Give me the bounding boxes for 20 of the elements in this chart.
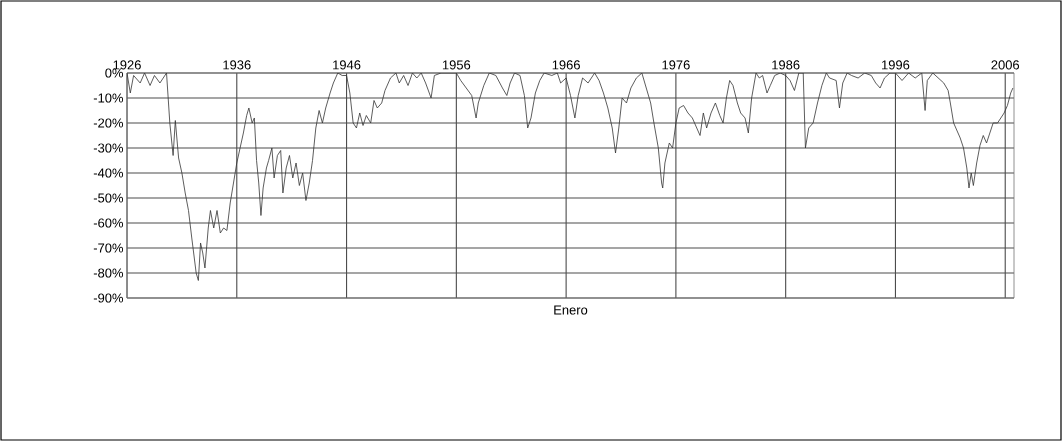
x-tick-label: 1986 [772, 60, 800, 70]
y-tick-label: -60% [93, 218, 124, 228]
y-tick-label: -70% [93, 243, 124, 253]
y-tick-label: -30% [93, 143, 124, 153]
y-tick-label: -50% [93, 193, 124, 203]
y-tick-label: -80% [93, 268, 124, 278]
y-tick-label: -40% [93, 168, 124, 178]
x-tick-label: 1956 [442, 60, 471, 70]
x-tick-label: 1976 [662, 60, 690, 70]
x-tick-label: 2006 [991, 60, 1020, 70]
x-tick-label: 1926 [113, 60, 141, 70]
x-tick-label: 1966 [552, 60, 580, 70]
x-axis-title: Enero [554, 305, 588, 315]
x-tick-label: 1996 [882, 60, 910, 70]
y-tick-label: 0% [105, 68, 124, 78]
y-tick-label: -90% [93, 293, 124, 303]
y-tick-label: -20% [93, 118, 124, 128]
x-tick-label: 1946 [333, 60, 361, 70]
x-tick-label: 1936 [223, 60, 251, 70]
y-tick-label: -10% [93, 93, 124, 103]
